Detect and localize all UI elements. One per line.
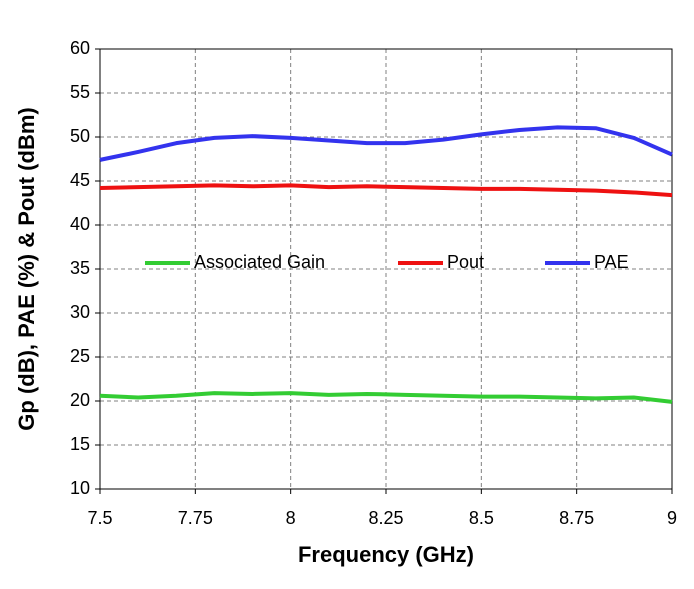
y-tick-label: 60	[70, 38, 90, 58]
plot-frame	[99, 48, 673, 490]
series-line	[99, 183, 673, 198]
y-tick-label: 45	[70, 170, 90, 190]
y-tick-label: 40	[70, 214, 90, 234]
y-tick-label: 30	[70, 302, 90, 322]
y-tick-label: 35	[70, 258, 90, 278]
y-tick-label: 25	[70, 346, 90, 366]
y-tick-label: 55	[70, 82, 90, 102]
x-tick-label: 8.25	[368, 508, 403, 528]
y-tick-label: 20	[70, 390, 90, 410]
x-axis-title: Frequency (GHz)	[298, 542, 474, 567]
y-axis-title: Gp (dB), PAE (%) & Pout (dBm)	[14, 107, 39, 430]
y-tick-label: 10	[70, 478, 90, 498]
legend-label: Associated Gain	[194, 252, 325, 272]
x-tick-label: 9	[667, 508, 677, 528]
series-line	[99, 125, 673, 162]
legend-label: PAE	[594, 252, 629, 272]
y-tick-label: 50	[70, 126, 90, 146]
x-tick-label: 7.75	[178, 508, 213, 528]
x-tick-label: 8.75	[559, 508, 594, 528]
x-tick-label: 8.5	[469, 508, 494, 528]
y-tick-label: 15	[70, 434, 90, 454]
legend-label: Pout	[447, 252, 484, 272]
x-tick-label: 8	[286, 508, 296, 528]
series-line	[99, 391, 673, 404]
x-tick-label: 7.5	[87, 508, 112, 528]
